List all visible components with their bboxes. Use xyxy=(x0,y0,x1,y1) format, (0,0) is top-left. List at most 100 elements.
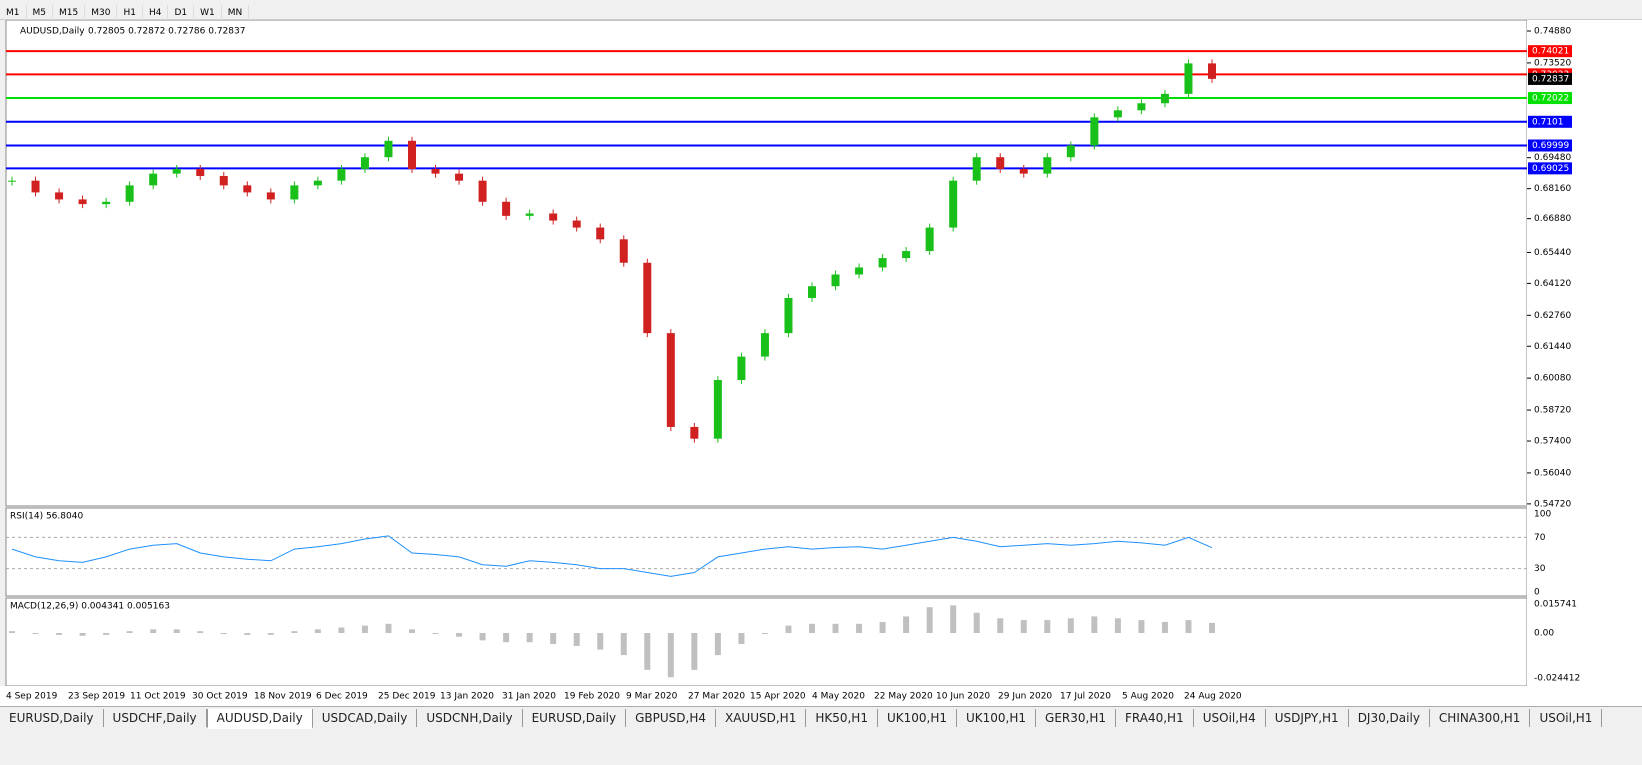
timeframe-button[interactable]: D1 xyxy=(168,5,195,21)
candle-body xyxy=(125,185,134,202)
macd-bar xyxy=(761,633,768,635)
level-label-box xyxy=(1528,162,1572,175)
candle-body xyxy=(949,180,958,228)
macd-bar xyxy=(714,633,721,656)
date-label: 9 Mar 2020 xyxy=(626,692,678,702)
candle-body xyxy=(1137,103,1146,111)
candle-body xyxy=(878,258,887,268)
current-price-label: 0.72837 xyxy=(1532,74,1569,84)
macd-bar xyxy=(832,623,839,634)
chart-tab[interactable]: XAUUSD,H1 xyxy=(716,709,807,727)
macd-bar xyxy=(1138,620,1145,634)
macd-bar xyxy=(1020,620,1027,634)
price-tick-label: 0.57400 xyxy=(1534,437,1571,447)
level-label: 0.69999 xyxy=(1532,141,1569,151)
candle-body xyxy=(643,262,652,334)
chart-tab[interactable]: GBPUSD,H4 xyxy=(626,709,716,727)
candle-body xyxy=(1208,63,1216,79)
macd-bar xyxy=(32,633,39,635)
timeframe-button[interactable]: MN xyxy=(222,5,250,21)
chart-tab[interactable]: EURUSD,Daily xyxy=(0,709,104,727)
timeframe-button[interactable]: M15 xyxy=(53,5,86,21)
date-label: 24 Aug 2020 xyxy=(1184,692,1242,702)
candle-body xyxy=(290,185,299,200)
candle-body xyxy=(713,380,722,439)
candle-body xyxy=(337,168,346,181)
candle-body xyxy=(855,267,864,275)
chart-tab[interactable]: CHINA300,H1 xyxy=(1430,709,1531,727)
chart-tab[interactable]: USDCHF,Daily xyxy=(104,709,207,727)
rsi-title: RSI(14) 56.8040 xyxy=(10,512,83,522)
date-label: 11 Oct 2019 xyxy=(130,692,186,702)
candle-body xyxy=(502,201,511,216)
macd-bar xyxy=(950,605,957,634)
chart-tab[interactable]: AUDUSD,Daily xyxy=(206,709,313,729)
level-label: 0.7101 xyxy=(1532,117,1564,127)
macd-bar xyxy=(126,631,133,634)
chart-tab[interactable]: USOil,H4 xyxy=(1194,709,1266,727)
chart-tab[interactable]: USOil,H1 xyxy=(1530,709,1603,727)
chart-tab[interactable]: USDJPY,H1 xyxy=(1266,709,1349,727)
candle-body xyxy=(619,239,628,263)
macd-bar xyxy=(1067,618,1074,634)
chart-tab[interactable]: USDCNH,Daily xyxy=(417,709,523,727)
timeframe-button[interactable]: M1 xyxy=(0,5,27,21)
macd-bar xyxy=(338,627,345,634)
candle-body xyxy=(455,173,464,181)
candle-body xyxy=(1113,110,1122,118)
rsi-tick-label: 30 xyxy=(1534,564,1546,574)
price-tick-label: 0.61440 xyxy=(1534,342,1571,352)
macd-bar xyxy=(1044,620,1051,634)
chart-tab[interactable]: GER30,H1 xyxy=(1036,709,1116,727)
macd-bar xyxy=(550,633,557,645)
macd-bar xyxy=(667,633,674,678)
timeframe-button[interactable]: W1 xyxy=(194,5,222,21)
price-tick-label: 0.64120 xyxy=(1534,279,1571,289)
candle-body xyxy=(996,157,1005,169)
macd-bar xyxy=(150,629,157,634)
macd-bar xyxy=(9,631,15,634)
chart-tab[interactable]: UK100,H1 xyxy=(957,709,1037,727)
timeframe-button[interactable]: H1 xyxy=(117,5,143,21)
chart-tab[interactable]: EURUSD,Daily xyxy=(523,709,627,727)
rsi-tick-label: 100 xyxy=(1534,510,1551,520)
macd-bar xyxy=(620,633,627,656)
candle-body xyxy=(1019,168,1028,174)
candle-body xyxy=(596,227,605,240)
candle-body xyxy=(525,213,534,216)
timeframe-button[interactable]: M30 xyxy=(85,5,118,21)
date-label: 29 Jun 2020 xyxy=(998,692,1052,702)
timeframe-button[interactable]: M5 xyxy=(27,5,53,21)
macd-bar xyxy=(597,633,604,650)
date-label: 27 Mar 2020 xyxy=(688,692,745,702)
macd-bar xyxy=(644,633,651,670)
macd-bar xyxy=(1161,621,1168,634)
chart-tab[interactable]: HK50,H1 xyxy=(806,709,878,727)
candle-body xyxy=(196,168,205,176)
ohlc-header: 0.72805 0.72872 0.72786 0.72837 xyxy=(88,27,245,37)
candle-body xyxy=(666,333,675,427)
macd-tick-label: 0.00 xyxy=(1534,629,1554,639)
candle-body xyxy=(549,213,558,221)
candle-body xyxy=(172,168,181,174)
rsi-pane xyxy=(5,507,1528,597)
macd-bar xyxy=(479,633,486,641)
macd-bar xyxy=(503,633,510,643)
date-label: 25 Dec 2019 xyxy=(378,692,436,702)
macd-bar xyxy=(903,616,910,634)
macd-bar xyxy=(197,631,204,634)
macd-tick-label: -0.024412 xyxy=(1534,674,1580,684)
chart-tab[interactable]: UK100,H1 xyxy=(878,709,957,727)
candle-body xyxy=(243,185,252,193)
macd-bar xyxy=(573,633,580,646)
timeframe-button[interactable]: H4 xyxy=(143,5,169,21)
chart-tab[interactable]: DJ30,Daily xyxy=(1349,709,1430,727)
chart-tab[interactable]: FRA40,H1 xyxy=(1116,709,1194,727)
date-label: 10 Jun 2020 xyxy=(936,692,990,702)
price-tick-label: 0.56040 xyxy=(1534,468,1571,478)
chart-tab[interactable]: USDCAD,Daily xyxy=(313,709,418,727)
macd-pane xyxy=(5,597,1528,687)
price-axis xyxy=(1527,20,1642,706)
macd-bar xyxy=(1114,618,1121,634)
macd-bar xyxy=(456,633,463,637)
